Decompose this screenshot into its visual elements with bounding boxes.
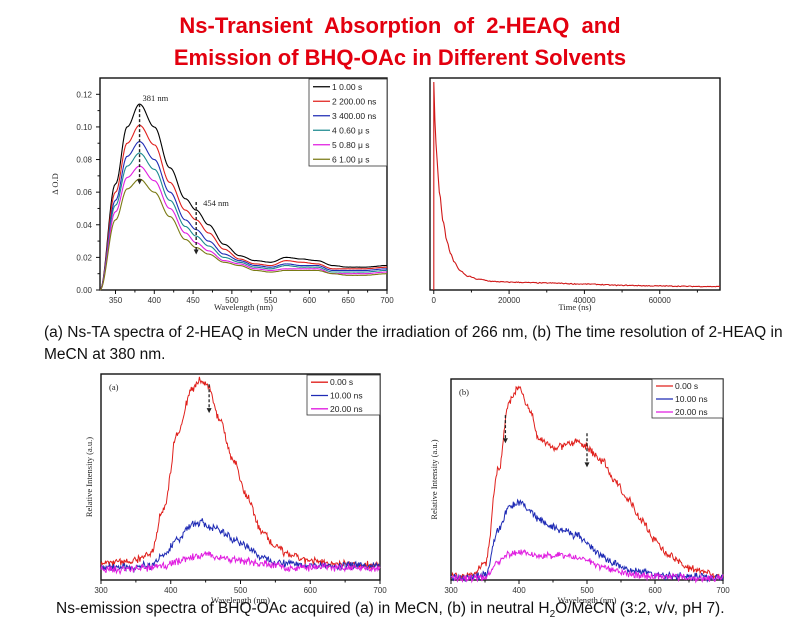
- y-axis-label: Relative Intensity (a.u.): [84, 437, 94, 517]
- y-tick-label: 0.04: [76, 221, 92, 230]
- x-tick-label: 300: [94, 586, 108, 595]
- arrow-head: [206, 408, 212, 414]
- x-tick-label: 400: [512, 586, 526, 595]
- plot-frame: [429, 77, 721, 291]
- x-tick-label: 500: [580, 586, 594, 595]
- x-axis-label: Time (ns): [559, 302, 592, 312]
- caption-emission-pre: Ns-emission spectra of BHQ-OAc acquired …: [56, 600, 550, 617]
- x-tick-label: 350: [109, 296, 123, 305]
- x-tick-label: 500: [225, 296, 239, 305]
- figure-title-line-1: Ns-Transient Absorption of 2-HEAQ and: [179, 13, 621, 38]
- x-tick-label: 500: [234, 586, 248, 595]
- x-tick-label: 550: [264, 296, 278, 305]
- annotation-label: 381 nm: [143, 93, 169, 103]
- legend-label: 10.00 ns: [675, 394, 708, 404]
- x-tick-label: 400: [148, 296, 162, 305]
- series-line-4: [99, 152, 387, 291]
- x-tick-label: 450: [186, 296, 200, 305]
- legend-label: 3 400.00 ns: [332, 111, 376, 121]
- arrow-head: [584, 462, 590, 468]
- series-line-2: [99, 124, 387, 291]
- y-axis-label: Relative Intensity (a.u.): [429, 439, 439, 519]
- y-tick-label: 0.08: [76, 156, 92, 165]
- series-line-2: [450, 498, 724, 583]
- legend-label: 2 200.00 ns: [332, 96, 376, 106]
- y-axis-label: Δ O.D: [50, 173, 60, 195]
- x-tick-label: 600: [304, 586, 318, 595]
- chart-ta-spectra: 350 400 450 500 550 600 650 700 0.00 0.02 0.04 0.06…: [50, 77, 394, 312]
- arrow-head: [193, 249, 199, 255]
- legend-label: 0.00 s: [675, 381, 698, 391]
- legend-label: 0.00 s: [330, 377, 353, 387]
- series-line-6: [99, 178, 387, 291]
- y-tick-label: 0.02: [76, 253, 92, 262]
- y-tick-label: 0.12: [76, 90, 92, 99]
- x-tick-label: 700: [716, 586, 730, 595]
- x-tick-label: 60000: [649, 296, 672, 305]
- series-line-5: [99, 165, 387, 291]
- caption-emission-post: O/MeCN (3:2, v/v, pH 7).: [555, 600, 725, 617]
- figure-title-line-2: Emission of BHQ-OAc in Different Solvent…: [173, 45, 627, 70]
- series-line-3: [99, 141, 388, 291]
- series-line-3: [100, 551, 381, 576]
- chart-emission-mecn: 300 400 500 600 700 Wavelength (nm) Relative I…: [84, 373, 387, 605]
- arrow-head: [502, 438, 508, 444]
- series-line-1: [100, 376, 381, 570]
- panel-label: (b): [459, 387, 469, 397]
- x-tick-label: 300: [444, 586, 458, 595]
- x-axis-label: Wavelength (nm): [214, 302, 273, 312]
- legend-label: 1 0.00 s: [332, 82, 362, 92]
- series-line-1: [99, 103, 387, 291]
- arrow-head: [137, 179, 143, 185]
- x-tick-label: 600: [303, 296, 317, 305]
- y-tick-label: 0.06: [76, 188, 92, 197]
- legend-label: 4 0.60 μ s: [332, 125, 370, 135]
- x-tick-label: 700: [380, 296, 394, 305]
- x-tick-label: 40000: [573, 296, 596, 305]
- caption-emission-sub: 2: [549, 609, 556, 621]
- panel-label: (a): [109, 382, 119, 392]
- x-tick-label: 20000: [498, 296, 521, 305]
- x-tick-label: 700: [373, 586, 387, 595]
- x-axis-label: Wavelength (nm): [211, 595, 270, 605]
- x-axis-label: Wavelength (nm): [557, 595, 616, 605]
- legend-label: 5 0.80 μ s: [332, 140, 370, 150]
- y-tick-label: 0.10: [76, 123, 92, 132]
- annotation-label: 454 nm: [203, 198, 229, 208]
- y-tick-label: 0.00: [76, 286, 92, 295]
- series-line-3: [450, 549, 724, 584]
- legend-label: 20.00 ns: [330, 404, 363, 414]
- x-tick-label: 600: [648, 586, 662, 595]
- legend-label: 10.00 ns: [330, 391, 363, 401]
- x-tick-label: 650: [342, 296, 356, 305]
- x-tick-label: 400: [164, 586, 178, 595]
- chart-decay-380nm: 0 20000 40000 60000 Time (ns): [429, 77, 721, 312]
- caption-emission: Ns-emission spectra of BHQ-OAc acquired …: [56, 598, 796, 626]
- legend-box: [308, 78, 388, 167]
- chart-emission-h2o-mecn: 300 400 500 600 700 Wavelength (nm) Relative I…: [429, 378, 730, 605]
- series-line-1: [433, 81, 721, 290]
- legend-label: 20.00 ns: [675, 407, 708, 417]
- legend-label: 6 1.00 μ s: [332, 154, 370, 164]
- caption-ta: (a) Ns-TA spectra of 2-HEAQ in MeCN unde…: [44, 324, 783, 363]
- x-tick-label: 0: [432, 296, 437, 305]
